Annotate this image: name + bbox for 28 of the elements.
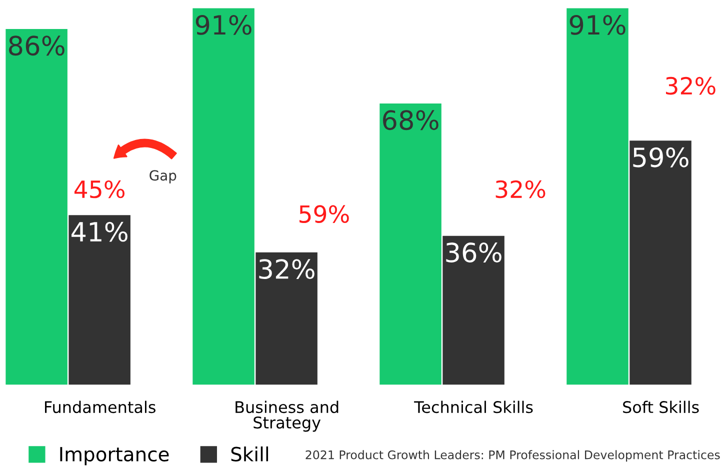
data-label: 36%: [446, 242, 502, 262]
bar: [630, 140, 692, 385]
data-label: 91%: [570, 14, 626, 35]
data-label: 41%: [72, 222, 128, 242]
annotation: Gap: [150, 170, 176, 184]
data-label: 59%: [633, 147, 688, 168]
data-label: 68%: [383, 110, 438, 130]
legend-label: Skill: [231, 446, 268, 462]
annotation: 32%: [666, 76, 716, 95]
x-tick-label: Fundamentals: [45, 400, 156, 414]
bar: [68, 215, 130, 385]
bar: [442, 236, 504, 385]
x-tick-label: Business and Strategy: [236, 400, 338, 432]
x-tick-label: Soft Skills: [623, 400, 699, 414]
legend-label: Importance: [60, 447, 169, 466]
bar: [380, 103, 442, 385]
data-label: 91%: [196, 14, 252, 35]
annotation: 32%: [496, 180, 546, 198]
annotation: 59%: [300, 205, 349, 224]
data-label: 32%: [259, 259, 314, 280]
bar: [6, 28, 68, 385]
bar: [566, 8, 628, 385]
x-tick-label: Technical Skills: [414, 400, 533, 414]
bar: [256, 252, 318, 385]
annotation: 45%: [74, 180, 125, 198]
data-label: 86%: [9, 36, 64, 56]
text: 2021 Product Growth Leaders: PM Professional Development Practices: [306, 450, 720, 462]
bar: [192, 8, 254, 385]
